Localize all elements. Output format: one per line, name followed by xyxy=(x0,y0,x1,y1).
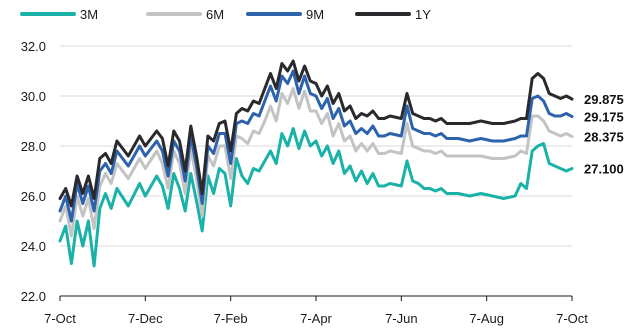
legend-label-3m: 3M xyxy=(80,7,98,22)
series-line-9m xyxy=(58,69,574,223)
chart-axes: 22.0 24.0 26.0 28.0 30.0 32.0 7-Oct 7-Dec 7-Feb 7… xyxy=(21,39,589,326)
x-tick-label: 7-Dec xyxy=(128,311,163,326)
x-tick-label: 7-Oct xyxy=(556,311,588,326)
chart-legend: 3M 6M 9M 1Y xyxy=(20,7,431,22)
y-tick-label: 32.0 xyxy=(21,39,46,54)
y-tick-label: 26.0 xyxy=(21,189,46,204)
x-tick-label: 7-Aug xyxy=(469,311,504,326)
series-line-1y xyxy=(58,59,574,208)
x-tick-label: 7-Jun xyxy=(385,311,418,326)
grid-lines xyxy=(60,45,572,247)
end-label-3m: 27.100 xyxy=(584,162,624,177)
legend-label-9m: 9M xyxy=(306,7,324,22)
y-tick-label: 28.0 xyxy=(21,139,46,154)
x-tick-label: 7-Apr xyxy=(300,311,332,326)
legend-label-6m: 6M xyxy=(206,7,224,22)
series-lines xyxy=(58,59,574,268)
end-label-1y: 29.875 xyxy=(584,92,624,107)
legend-label-1y: 1Y xyxy=(415,7,431,22)
end-label-6m: 28.375 xyxy=(584,130,624,145)
x-tick-label: 7-Oct xyxy=(44,311,76,326)
series-line-3m xyxy=(58,127,574,268)
series-line-6m xyxy=(58,87,574,238)
x-tick-label: 7-Feb xyxy=(214,311,248,326)
y-tick-label: 24.0 xyxy=(21,239,46,254)
y-tick-label: 22.0 xyxy=(21,289,46,304)
end-label-9m: 29.175 xyxy=(584,110,624,125)
y-tick-label: 30.0 xyxy=(21,89,46,104)
end-value-labels: 27.100 28.375 29.175 29.875 xyxy=(584,92,624,176)
